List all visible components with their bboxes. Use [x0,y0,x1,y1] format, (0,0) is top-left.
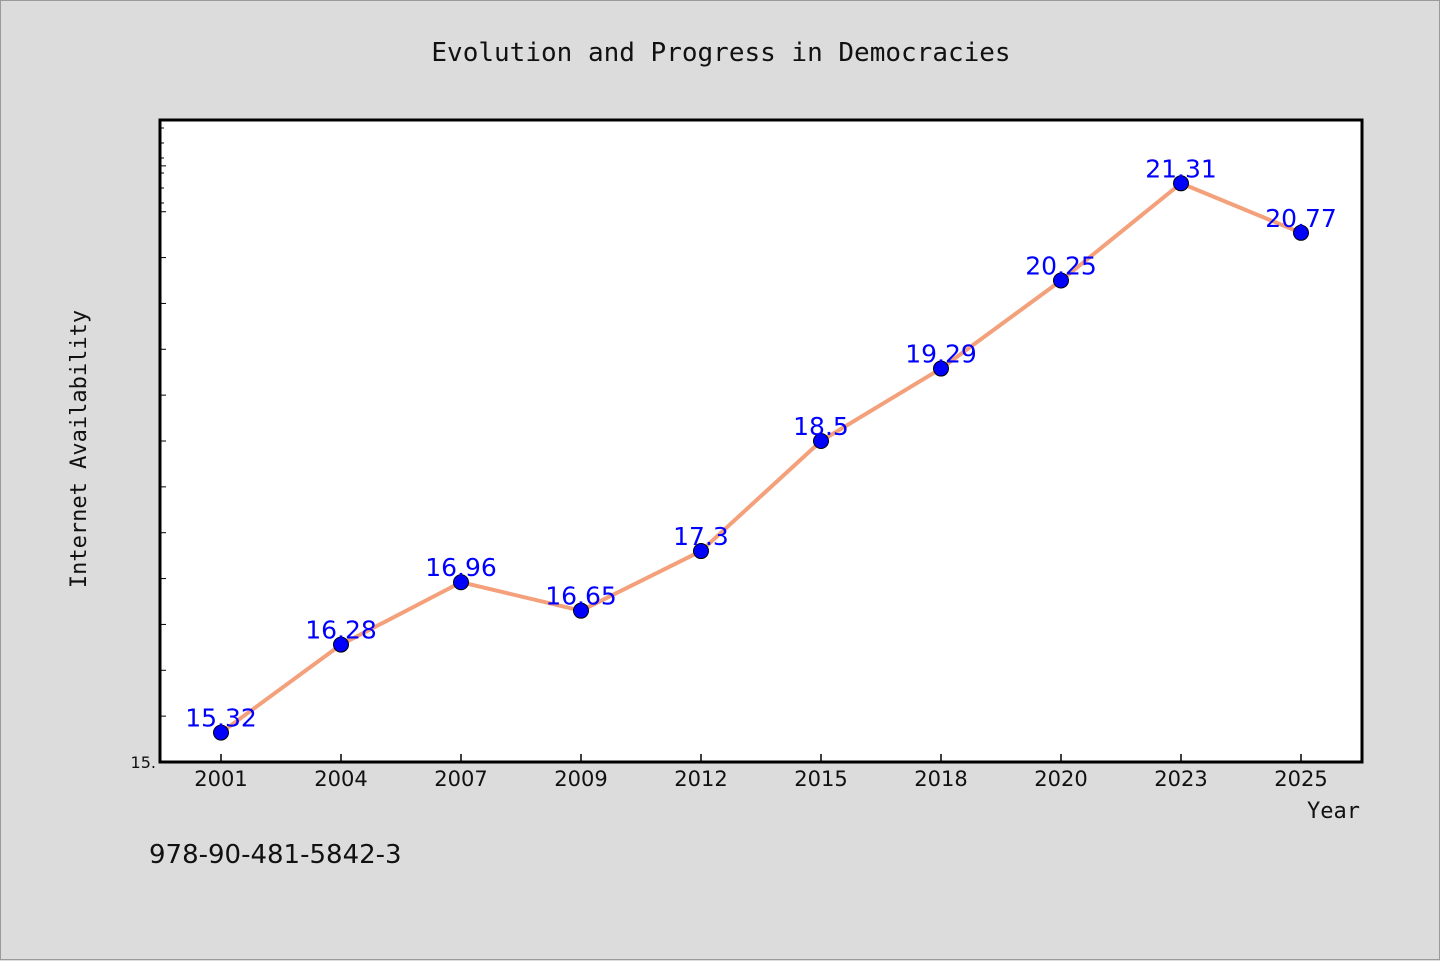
data-label: 19.29 [905,340,977,369]
series-line [219,181,1303,735]
data-point [1293,224,1309,241]
data-label: 18.5 [793,412,849,441]
data-point [693,543,709,560]
data-label: 17.3 [673,522,729,551]
x-tick-label: 2009 [554,767,607,791]
data-point [1173,175,1189,192]
data-label: 16.96 [425,553,497,582]
x-tick-label: 2004 [314,767,367,791]
x-tick-label: 2001 [194,767,247,791]
x-tick-label: 2007 [434,767,487,791]
data-label: 20.25 [1025,252,1097,281]
data-point [453,574,469,591]
data-label: 15.32 [185,704,257,733]
y-axis-label: Internet Availability [67,310,92,588]
data-point [1053,272,1069,289]
data-label: 20.77 [1265,204,1337,233]
data-label: 21.31 [1145,154,1217,183]
x-axis-ticks: 2001 2004 2007 2009 2012 2015 2018 2020 2023 2025 [194,754,1328,791]
x-tick-label: 2023 [1154,767,1207,791]
data-point [573,602,589,619]
x-tick-label: 2018 [914,767,967,791]
data-point [933,360,949,377]
chart-title: Evolution and Progress in Democracies [431,38,1010,68]
footer-code: 978-90-481-5842-3 [149,840,402,870]
x-tick-label: 2015 [794,767,847,791]
y-axis-tick-labels: 15. [131,753,156,772]
x-tick-label: 2020 [1034,767,1087,791]
data-labels: 15.32 16.28 16.96 16.65 17.3 18.5 19.29 20.25 21… [185,154,1337,732]
data-label: 16.65 [545,582,617,611]
series-markers [213,175,1309,741]
data-point [813,433,829,449]
plot-area [158,118,1364,764]
x-tick-label: 2012 [674,767,727,791]
x-tick-label: 2025 [1274,767,1327,791]
y-axis-ticks [160,119,166,763]
data-label: 16.28 [305,616,377,645]
x-axis-label: Year [1307,799,1360,824]
y-tick-label: 15. [131,753,156,772]
data-point [333,636,349,653]
data-point [213,724,229,741]
